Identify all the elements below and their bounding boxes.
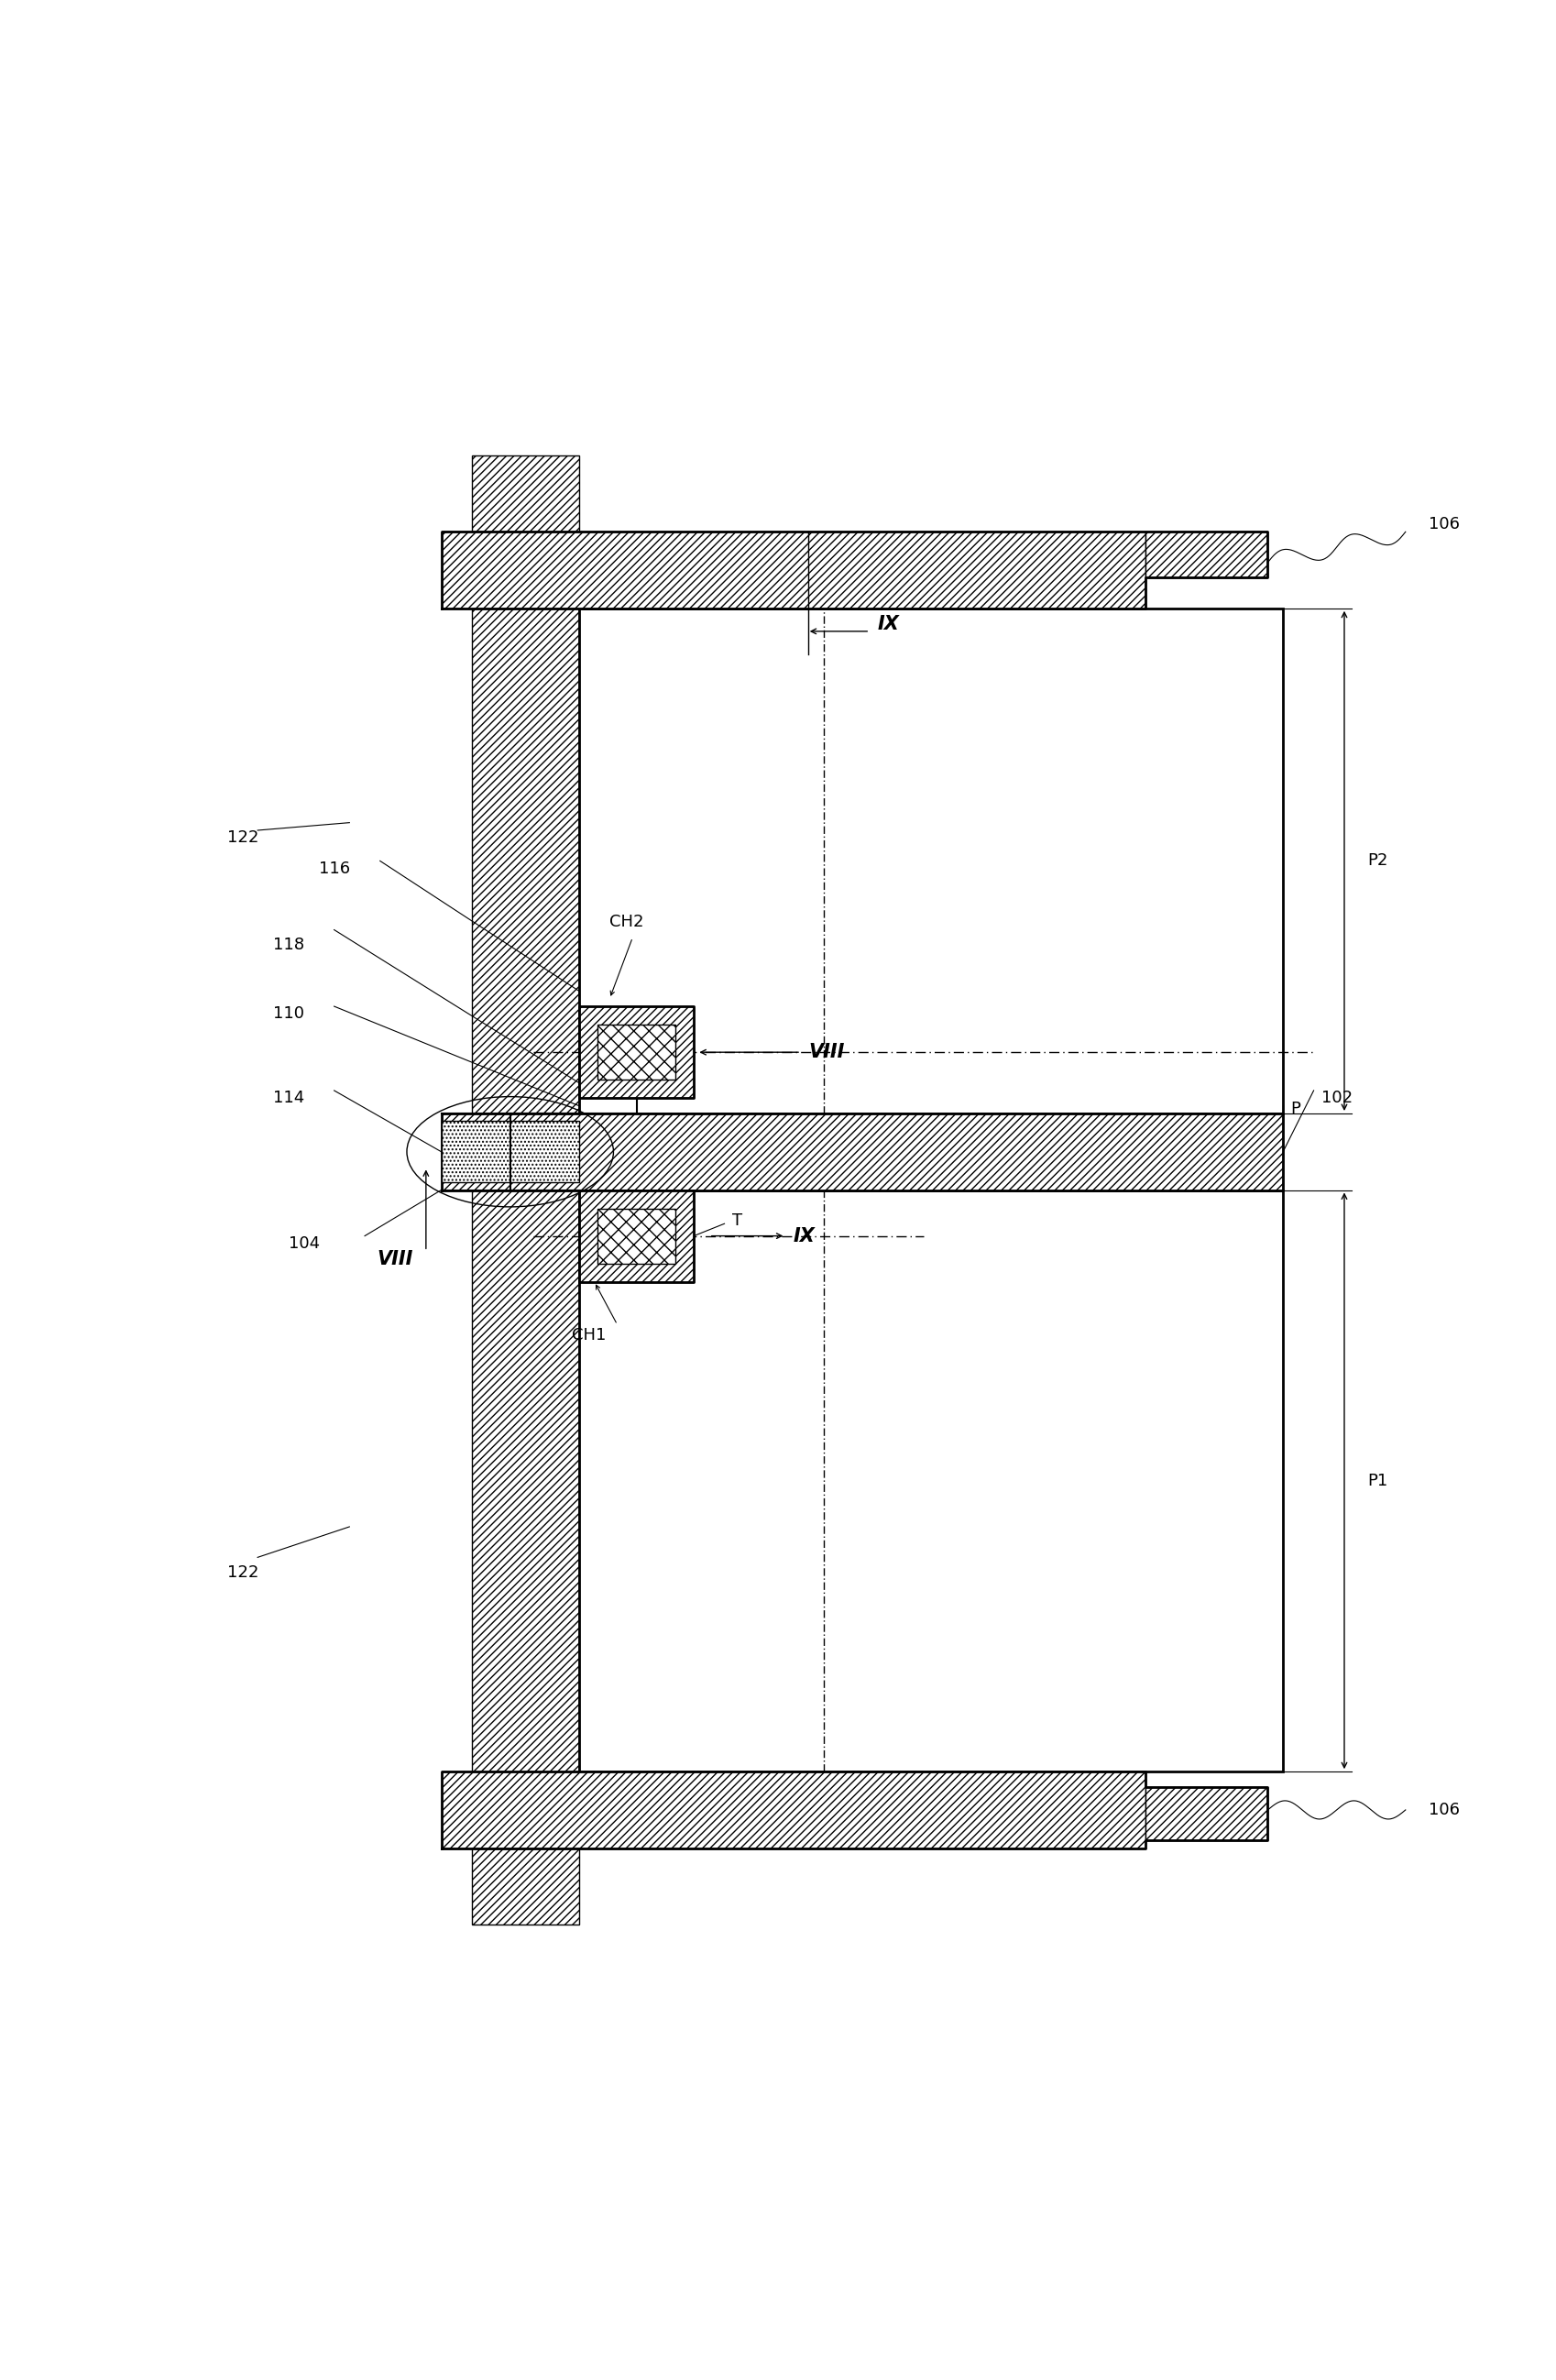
Bar [598,1209,675,1264]
Text: 122: 122 [227,1564,258,1580]
Text: 118: 118 [272,938,303,954]
Bar [442,531,1145,609]
Text: 106: 106 [1428,516,1460,533]
Bar [579,609,1284,1114]
Text: VIII: VIII [809,1042,845,1061]
Text: P1: P1 [1368,1473,1388,1490]
Text: 106: 106 [1428,1802,1460,1818]
Text: 122: 122 [227,831,258,847]
Text: IX: IX [878,614,899,633]
Bar [471,455,579,1925]
Text: P: P [1291,1100,1301,1116]
Text: 102: 102 [1321,1090,1352,1107]
Bar [579,1190,1284,1771]
Bar [442,1771,1145,1849]
Text: P2: P2 [1368,852,1388,869]
Bar [579,1190,694,1283]
Text: CH2: CH2 [610,914,644,931]
Text: IX: IX [794,1226,815,1245]
Bar [1145,1787,1268,1840]
Bar [1145,531,1268,578]
Text: VIII: VIII [377,1250,414,1269]
Bar [442,1121,579,1183]
Text: 114: 114 [272,1090,305,1107]
Text: T: T [731,1211,742,1228]
Bar [579,1007,694,1097]
Text: CH1: CH1 [571,1328,605,1345]
Bar [598,1026,675,1081]
Text: 104: 104 [288,1235,319,1252]
Text: 110: 110 [272,1007,303,1023]
Bar [442,1114,1284,1190]
Text: 116: 116 [319,859,350,876]
